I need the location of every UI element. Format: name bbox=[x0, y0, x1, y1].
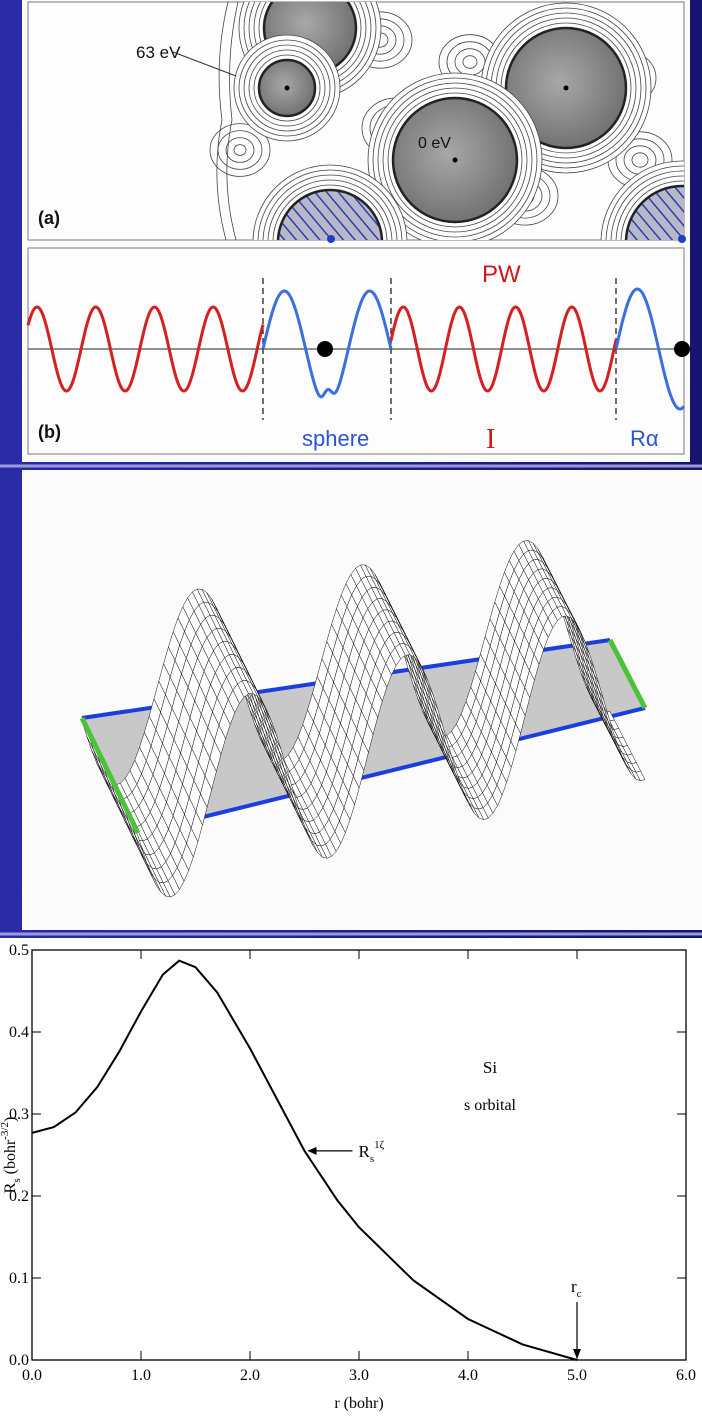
atom-center bbox=[564, 86, 569, 91]
x-tick-label: 2.0 bbox=[240, 1367, 260, 1384]
figure: 63 eV 0 eV (a) PW (b) sphere I Rα 0.0 1.0… bbox=[0, 0, 702, 1416]
atom-center bbox=[285, 86, 290, 91]
energy-label: 0 eV bbox=[418, 135, 451, 152]
annotation-part: R bbox=[359, 1142, 371, 1161]
atom-marker bbox=[327, 235, 335, 243]
annotation-part: s bbox=[370, 1153, 374, 1165]
x-tick-label: 5.0 bbox=[567, 1367, 587, 1384]
x-tick-label: 0.0 bbox=[22, 1367, 42, 1384]
annotation-part: 1ζ bbox=[374, 1139, 385, 1151]
region-label: Rα bbox=[630, 426, 659, 451]
annotation-part: c bbox=[577, 1288, 582, 1300]
energy-label: 63 eV bbox=[136, 43, 181, 62]
y-tick-label: 0.5 bbox=[9, 942, 29, 959]
region-label: PW bbox=[482, 261, 521, 288]
y-axis-label-part: -3/2 bbox=[0, 1122, 11, 1140]
page: 63 eV 0 eV (a) PW (b) sphere I Rα 0.0 1.0… bbox=[0, 0, 702, 1416]
atom-center bbox=[453, 158, 458, 163]
region-label: sphere bbox=[302, 426, 369, 451]
atom-marker bbox=[678, 235, 686, 243]
y-axis-label-part: (bohr bbox=[2, 1139, 19, 1178]
annotation: Si bbox=[483, 1058, 497, 1077]
panel-label: (a) bbox=[38, 208, 60, 228]
wave-panel: PW (b) sphere I Rα bbox=[28, 248, 690, 455]
y-tick-label: 0.1 bbox=[9, 1270, 29, 1287]
x-tick-label: 1.0 bbox=[131, 1367, 151, 1384]
atom bbox=[674, 341, 690, 357]
x-axis-label: r (bohr) bbox=[334, 1395, 383, 1412]
x-tick-label: 3.0 bbox=[349, 1367, 369, 1384]
x-tick-label: 6.0 bbox=[676, 1367, 696, 1384]
y-axis-label-part: ) bbox=[2, 1117, 19, 1122]
region-label: I bbox=[486, 424, 495, 455]
y-axis-label-part: R bbox=[2, 1182, 19, 1193]
atom bbox=[317, 341, 333, 357]
chart-background bbox=[0, 938, 702, 1416]
y-tick-label: 0.4 bbox=[9, 1024, 29, 1041]
panel-label: (b) bbox=[38, 422, 61, 442]
x-tick-label: 4.0 bbox=[458, 1367, 478, 1384]
y-tick-label: 0.0 bbox=[9, 1352, 29, 1369]
annotation: s orbital bbox=[464, 1097, 517, 1114]
